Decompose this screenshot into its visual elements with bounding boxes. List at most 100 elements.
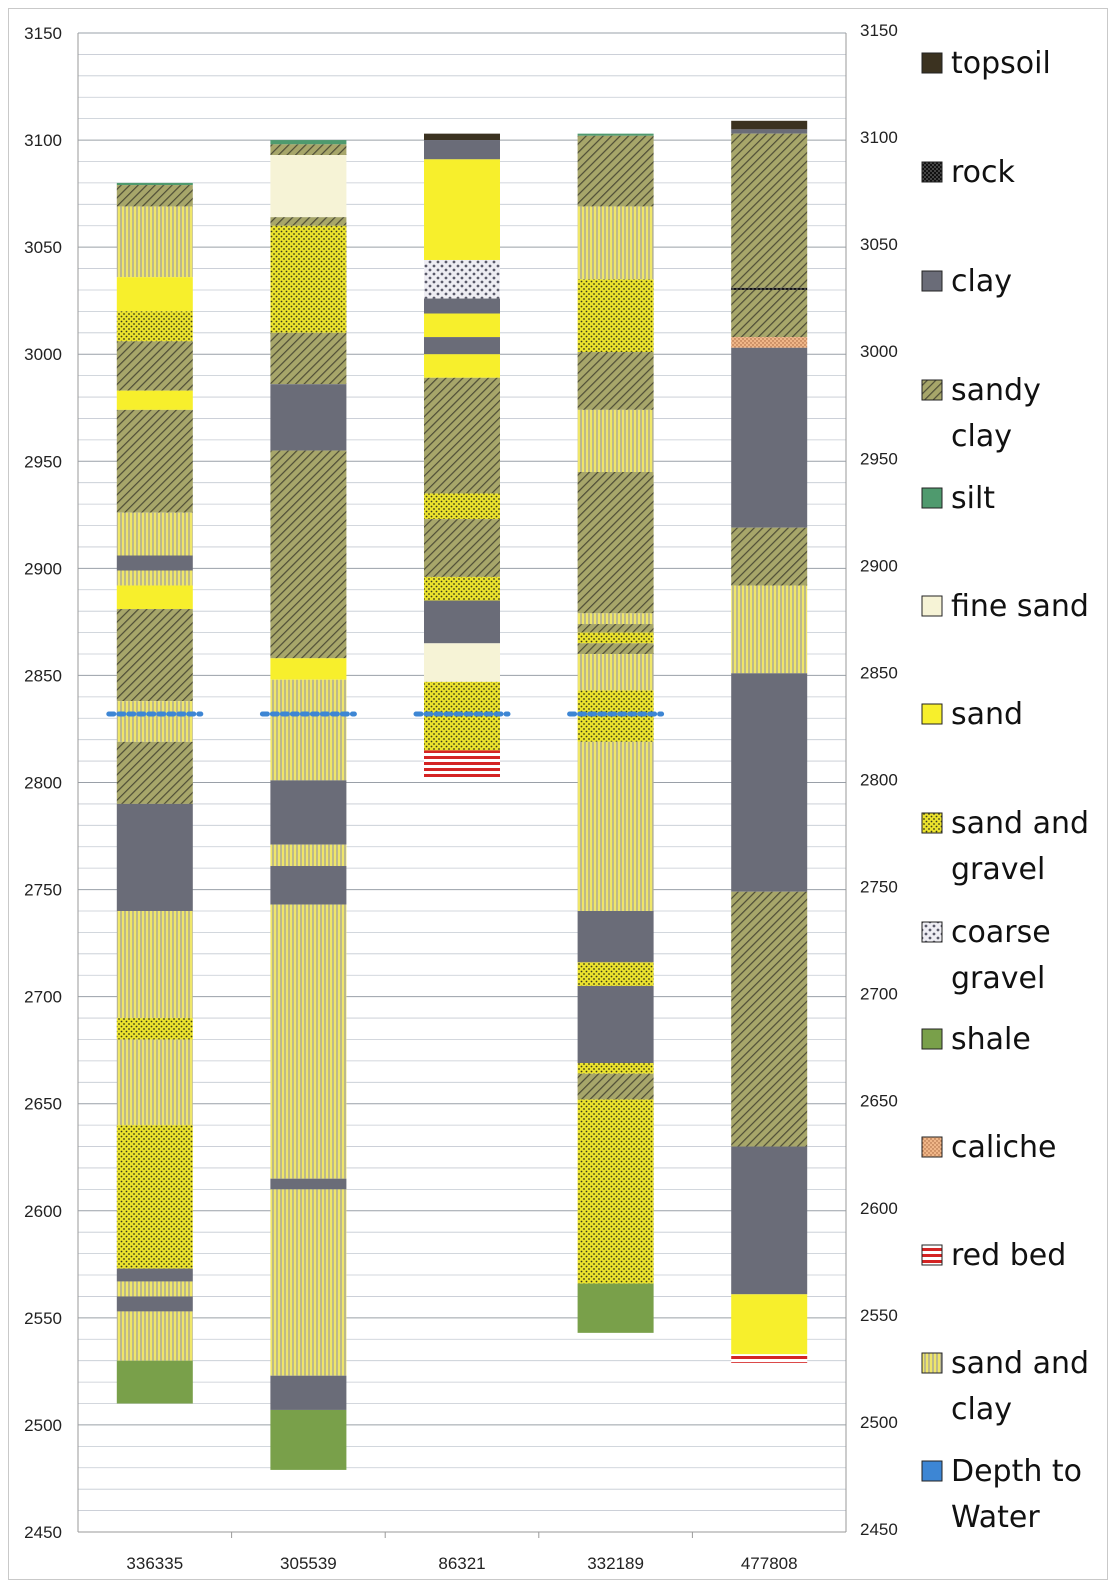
layer-clay — [731, 129, 808, 134]
layer-sand-clay — [270, 844, 347, 867]
y-tick-label-left: 3050 — [24, 238, 62, 257]
layer-sand-clay — [116, 1311, 193, 1361]
legend-item-water: Depth to Water — [921, 1454, 1082, 1535]
y-tick-label-right: 2750 — [860, 878, 898, 897]
legend-swatch — [921, 270, 943, 292]
layer-clay — [116, 1268, 193, 1282]
layer-sand-gravel — [424, 493, 500, 520]
y-tick-label-left: 3150 — [24, 24, 62, 43]
x-tick-label: 305539 — [280, 1554, 337, 1573]
well-column-477808 — [731, 120, 808, 1363]
layer-sand-gravel — [270, 225, 347, 333]
layer-sand-gravel — [577, 1099, 654, 1284]
legend-item-red-bed: red bed — [921, 1238, 1066, 1273]
legend-swatch — [921, 1028, 943, 1050]
layer-sand-clay — [270, 679, 347, 781]
layer-shale — [577, 1283, 654, 1333]
y-tick-label-left: 2950 — [24, 452, 62, 471]
legend-label: clay — [951, 1392, 1012, 1427]
layer-sand-gravel — [577, 279, 654, 353]
layer-clay — [577, 985, 654, 1064]
layer-sand-gravel — [577, 632, 654, 644]
layer-topsoil — [424, 133, 500, 141]
layer-caliche — [731, 337, 808, 348]
legend-label: topsoil — [951, 46, 1051, 81]
layer-sand-gravel — [577, 962, 654, 986]
layer-sandy-clay — [577, 624, 654, 633]
layer-sandy-clay — [731, 133, 808, 288]
layer-sand-gravel — [424, 576, 500, 601]
layer-sandy-clay — [424, 519, 500, 577]
layer-sand — [270, 658, 347, 680]
layer-sandy-clay — [577, 471, 654, 614]
layer-sandy-clay — [116, 609, 193, 702]
y-tick-label-left: 2800 — [24, 774, 62, 793]
well-column-305539 — [270, 140, 347, 1470]
legend-item-sand-gravel: sand and gravel — [921, 806, 1089, 887]
layer-sandy-clay — [270, 332, 347, 385]
layer-sand-clay — [116, 1281, 193, 1297]
y-tick-label-right: 3000 — [860, 342, 898, 361]
layer-sand-clay — [731, 585, 808, 674]
layer-sandy-clay — [731, 289, 808, 338]
legend-item-sandy-clay: sandy clay — [921, 373, 1041, 454]
y-tick-label-right: 2650 — [860, 1092, 898, 1111]
layer-clay — [270, 780, 347, 845]
y-tick-label-left: 2600 — [24, 1202, 62, 1221]
y-tick-label-right: 2550 — [860, 1306, 898, 1325]
y-tick-label-right: 2500 — [860, 1413, 898, 1432]
layer-sandy-clay — [116, 185, 193, 207]
legend-label: rock — [951, 155, 1016, 190]
legend-label: sand and — [951, 1346, 1089, 1381]
layer-sand-clay — [116, 512, 193, 556]
layer-sand-clay — [116, 701, 193, 742]
x-tick-label: 336335 — [126, 1554, 183, 1573]
legend-item-shale: shale — [921, 1022, 1031, 1057]
x-tick-label: 477808 — [741, 1554, 798, 1573]
legend-swatch — [921, 1460, 943, 1482]
layer-sandy-clay — [731, 891, 808, 1147]
layer-clay — [424, 337, 500, 355]
layer-clay — [731, 673, 808, 892]
layer-sand-clay — [270, 904, 347, 1179]
well-column-86321 — [424, 133, 500, 779]
layer-sandy-clay — [270, 144, 347, 156]
legend-label: gravel — [951, 852, 1045, 887]
legend-label: clay — [951, 264, 1012, 299]
layer-shale — [270, 1409, 347, 1470]
y-tick-label-right: 3050 — [860, 235, 898, 254]
layer-clay — [270, 384, 347, 451]
layer-sand-clay — [116, 1039, 193, 1126]
layer-shale — [116, 1360, 193, 1404]
layer-fine-sand — [424, 643, 500, 682]
legend-label: gravel — [951, 961, 1045, 996]
layer-sand-clay — [577, 409, 654, 472]
layer-clay — [116, 1296, 193, 1312]
y-tick-label-right: 2850 — [860, 663, 898, 682]
layer-clay — [424, 140, 500, 160]
layer-sand — [424, 354, 500, 378]
legend-label: Depth to — [951, 1454, 1082, 1489]
wells — [116, 120, 808, 1470]
layer-sandy-clay — [731, 527, 808, 586]
layer-sandy-clay — [116, 409, 193, 513]
y-tick-label-left: 2500 — [24, 1416, 62, 1435]
legend-label: caliche — [951, 1130, 1057, 1165]
layer-sandy-clay — [270, 450, 347, 659]
legend-swatch — [921, 161, 943, 183]
legend-item-silt: silt — [921, 481, 995, 516]
layer-sand-clay — [577, 206, 654, 280]
legend-label: sand and — [951, 806, 1089, 841]
y-tick-label-left: 2850 — [24, 666, 62, 685]
x-tick-label: 332189 — [587, 1554, 644, 1573]
layer-sand-clay — [116, 570, 193, 586]
chart-frame — [8, 8, 1108, 1580]
y-tick-label-right: 2950 — [860, 449, 898, 468]
legend-label: shale — [951, 1022, 1031, 1057]
legend-label: sand — [951, 697, 1023, 732]
layer-sand — [116, 277, 193, 312]
legend-label: sandy — [951, 373, 1041, 408]
legend-label: coarse — [951, 915, 1051, 950]
legend-item-coarse-gravel: coarse gravel — [921, 915, 1051, 996]
well-column-332189 — [577, 133, 654, 1333]
